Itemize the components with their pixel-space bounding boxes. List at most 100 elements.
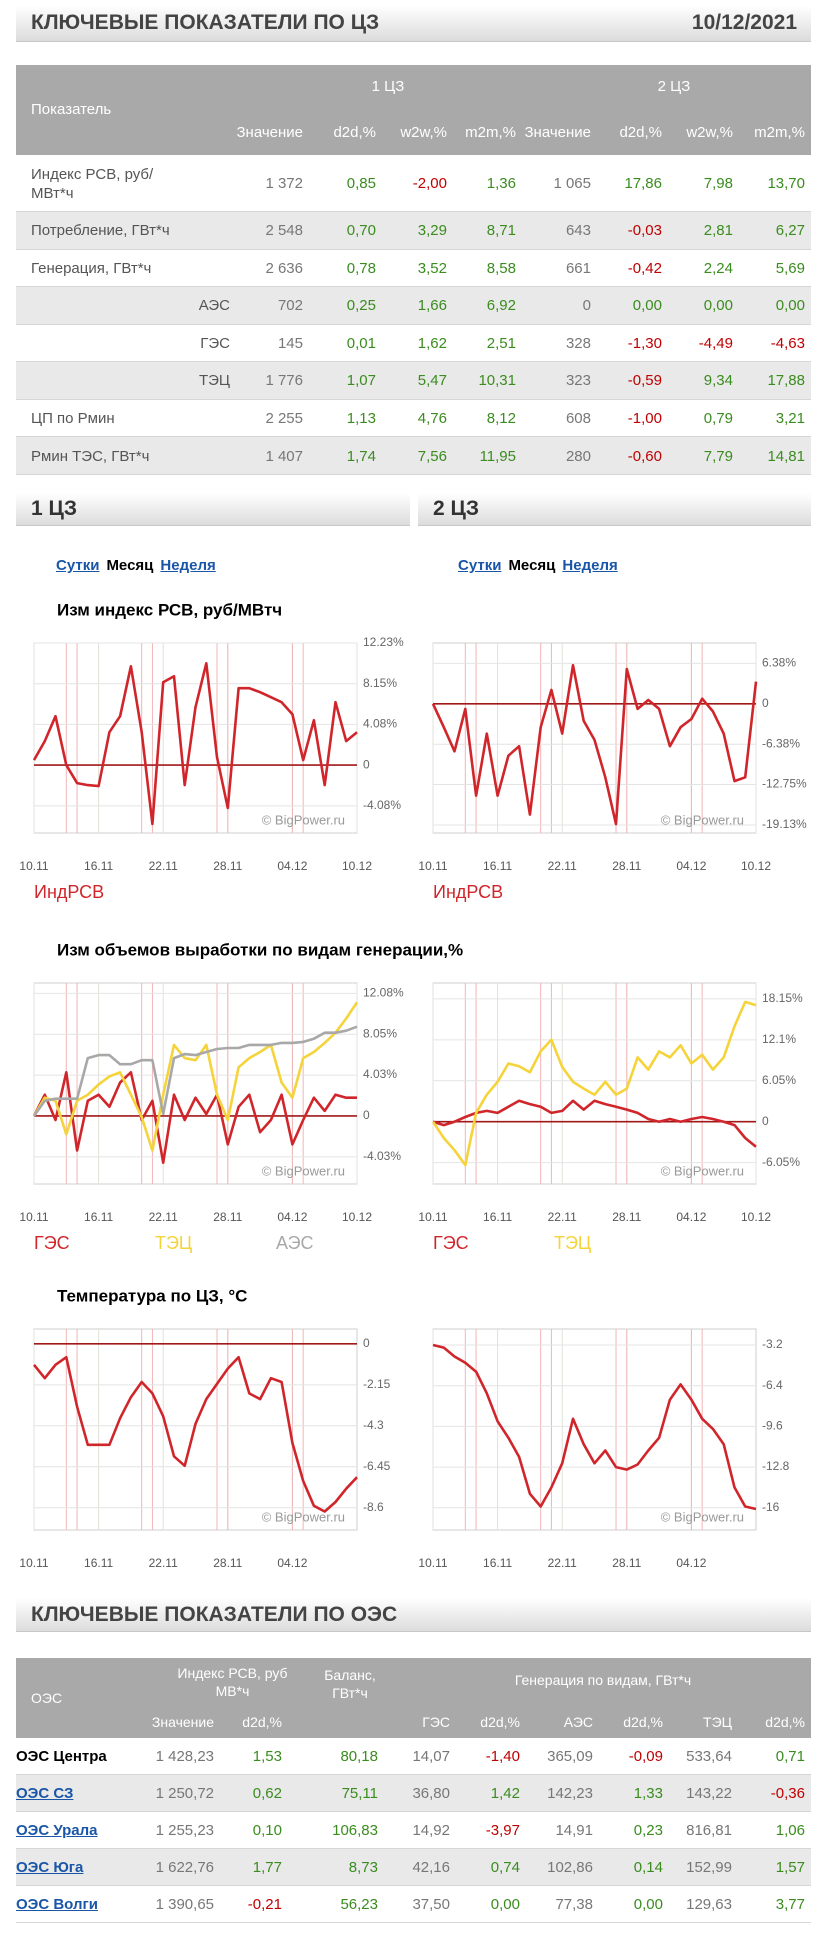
cell-value: 1,13 xyxy=(346,409,376,427)
cell-value: 14,92 xyxy=(412,1822,450,1839)
col-header: d2d,% xyxy=(619,124,662,141)
head-balance: Баланс, ГВт*ч xyxy=(324,1667,376,1701)
table-row xyxy=(16,1886,811,1923)
cell-value: 3,52 xyxy=(417,259,447,277)
x-tick-label: 10.12 xyxy=(741,859,771,873)
cell-value: -3,97 xyxy=(485,1822,520,1839)
y-tick-label: 12.1% xyxy=(762,1032,796,1046)
x-tick-label: 22.11 xyxy=(149,859,178,873)
tab-link[interactable]: Сутки xyxy=(458,557,502,574)
y-tick-label: -19.13% xyxy=(762,817,807,831)
oes-link[interactable]: ОЭС Юга xyxy=(16,1859,84,1876)
y-tick-label: -9.6 xyxy=(762,1419,783,1433)
cell-value: -1,30 xyxy=(627,334,662,352)
cell-value: 1 428,23 xyxy=(155,1748,214,1765)
plot-area xyxy=(432,982,757,1185)
oes-name: ОЭС Центра xyxy=(16,1748,107,1765)
cell-value: -1,00 xyxy=(627,409,662,427)
y-tick-label: 4.03% xyxy=(363,1067,397,1081)
cell-value: 3,77 xyxy=(775,1896,805,1913)
oes-link[interactable]: ОЭС Волги xyxy=(16,1896,98,1913)
y-tick-label: -3.2 xyxy=(762,1337,783,1351)
x-tick-label: 28.11 xyxy=(612,859,641,873)
tab-link[interactable]: Неделя xyxy=(562,557,618,574)
cell-value: 1,33 xyxy=(633,1785,663,1802)
cell-value: 14,07 xyxy=(412,1748,450,1765)
cell-value: 0,00 xyxy=(633,1896,663,1913)
x-tick-label: 10.11 xyxy=(19,1556,48,1570)
watermark: © BigPower.ru xyxy=(262,812,345,827)
cell-value: 1 255,23 xyxy=(155,1822,214,1839)
cell-value: 0 xyxy=(582,297,591,315)
x-tick-label: 04.12 xyxy=(676,1210,706,1224)
oes-link[interactable]: ОЭС Урала xyxy=(16,1822,98,1839)
cell-value: 0,71 xyxy=(775,1748,805,1765)
cell-value: 0,79 xyxy=(703,409,733,427)
y-tick-label: -12.8 xyxy=(762,1459,790,1473)
cell-value: 365,09 xyxy=(547,1748,593,1765)
series-line xyxy=(32,1355,358,1513)
cell-value: 2,81 xyxy=(703,222,733,240)
cell-value: -1,40 xyxy=(485,1748,520,1765)
tab-link[interactable]: Неделя xyxy=(160,557,216,574)
cell-value: -0,21 xyxy=(247,1896,282,1913)
cell-value: 7,98 xyxy=(703,175,733,192)
col-header: w2w,% xyxy=(686,124,733,141)
cell-value: 143,22 xyxy=(686,1785,732,1802)
x-tick-label: 28.11 xyxy=(612,1556,641,1570)
cell-value: 1 372 xyxy=(265,175,303,192)
col-header: Значение xyxy=(151,1714,214,1730)
cell-value: 328 xyxy=(565,334,591,352)
x-tick-label: 04.12 xyxy=(277,1210,307,1224)
cell-value: 4,76 xyxy=(417,409,447,427)
legend-item: ТЭЦ xyxy=(554,1233,591,1253)
col-header: АЭС xyxy=(563,1714,593,1730)
plot-area xyxy=(432,1328,757,1531)
cell-value: 6,92 xyxy=(486,297,516,315)
cell-value: 0,00 xyxy=(632,297,662,315)
tab-link[interactable]: Сутки xyxy=(56,557,100,574)
cell-value: -2,00 xyxy=(412,175,447,192)
cell-value: 8,73 xyxy=(348,1859,378,1876)
cell-value: 1,06 xyxy=(775,1822,805,1839)
panel-bar xyxy=(418,493,811,526)
cell-value: 0,01 xyxy=(346,334,376,352)
y-tick-label: 12.08% xyxy=(363,986,404,1000)
x-tick-label: 10.12 xyxy=(342,859,372,873)
cell-value: 42,16 xyxy=(412,1859,450,1876)
legend-item: ГЭС xyxy=(433,1233,469,1253)
x-tick-label: 10.12 xyxy=(342,1210,372,1224)
y-tick-label: 4.08% xyxy=(363,717,397,731)
cell-value: 608 xyxy=(565,409,591,427)
oes-link[interactable]: ОЭС СЗ xyxy=(16,1785,74,1802)
cell-value: 0,25 xyxy=(346,297,376,315)
col-group: 2 ЦЗ xyxy=(657,78,691,95)
col-group: 1 ЦЗ xyxy=(371,78,405,95)
title-bar xyxy=(16,1598,811,1632)
cell-value: 10,31 xyxy=(478,372,516,390)
y-tick-label: 12.23% xyxy=(363,635,404,649)
series-line xyxy=(32,1025,358,1117)
cell-value: 0,10 xyxy=(252,1822,282,1839)
cell-value: 0,00 xyxy=(490,1896,520,1913)
y-tick-label: -6.4 xyxy=(762,1378,783,1392)
cell-value: 1,42 xyxy=(490,1785,520,1802)
y-tick-label: 8.15% xyxy=(363,676,397,690)
col-header: d2d,% xyxy=(480,1714,520,1730)
row-label: ЦП по Рмин xyxy=(31,409,115,427)
cell-value: 8,58 xyxy=(486,259,516,277)
cell-value: 2,51 xyxy=(486,334,516,352)
cell-value: 2 636 xyxy=(265,259,303,277)
row-label: Генерация, ГВт*ч xyxy=(31,259,152,277)
cell-value: 0,70 xyxy=(346,222,376,240)
y-tick-label: -4.03% xyxy=(363,1149,401,1163)
x-tick-label: 22.11 xyxy=(149,1556,178,1570)
cell-value: 17,86 xyxy=(624,175,662,192)
x-tick-label: 04.12 xyxy=(277,1556,307,1570)
page-date: 10/12/2021 xyxy=(691,11,797,34)
head-generation: Генерация по видам, ГВт*ч xyxy=(514,1672,692,1688)
series-line xyxy=(32,1001,359,1152)
cell-value: 152,99 xyxy=(686,1859,732,1876)
x-tick-label: 28.11 xyxy=(213,1210,242,1224)
